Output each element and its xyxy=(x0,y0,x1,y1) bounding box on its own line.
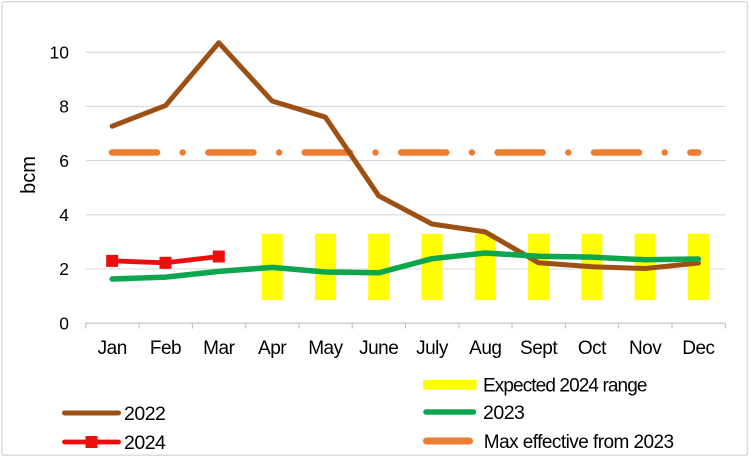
svg-text:Feb: Feb xyxy=(150,338,181,359)
svg-text:10: 10 xyxy=(50,42,70,62)
svg-text:6: 6 xyxy=(59,151,69,171)
svg-text:Mar: Mar xyxy=(203,338,235,359)
svg-text:Dec: Dec xyxy=(682,338,714,359)
svg-text:Nov: Nov xyxy=(629,338,662,359)
svg-text:2024: 2024 xyxy=(124,432,166,454)
svg-text:2023: 2023 xyxy=(483,402,524,424)
svg-text:May: May xyxy=(308,338,343,359)
svg-text:Apr: Apr xyxy=(258,338,287,359)
svg-text:July: July xyxy=(416,338,449,359)
svg-text:June: June xyxy=(359,338,398,359)
svg-text:Jan: Jan xyxy=(98,338,127,359)
svg-text:2: 2 xyxy=(59,259,69,279)
svg-text:Expected 2024 range: Expected 2024 range xyxy=(483,376,647,397)
svg-text:Oct: Oct xyxy=(578,338,607,359)
svg-text:Max effective from 2023: Max effective from 2023 xyxy=(484,432,674,453)
svg-text:8: 8 xyxy=(59,97,69,117)
svg-text:Aug: Aug xyxy=(469,338,501,359)
svg-text:0: 0 xyxy=(59,313,69,333)
svg-text:Sept: Sept xyxy=(520,338,558,359)
svg-text:bcm: bcm xyxy=(18,156,40,194)
svg-text:2022: 2022 xyxy=(124,403,165,425)
svg-text:4: 4 xyxy=(59,205,69,225)
